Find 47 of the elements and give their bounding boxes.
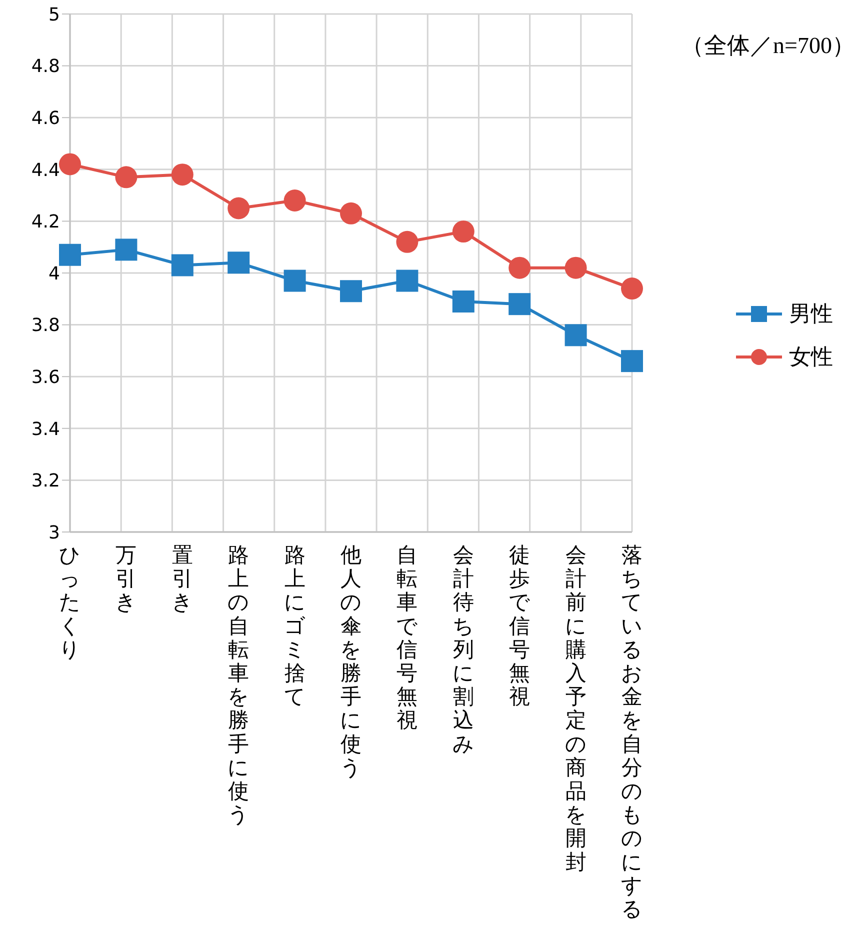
y-tick-label: 3.4 <box>31 418 60 440</box>
y-tick-label: 4.4 <box>31 160 60 181</box>
point <box>284 189 306 212</box>
y-tick-label: 4.8 <box>31 56 60 78</box>
point <box>171 254 194 276</box>
y-tick-label: 3.6 <box>31 366 60 388</box>
y-tick-label: 5 <box>48 4 60 26</box>
category-label: 他人の傘を勝手に使う <box>340 543 362 780</box>
point <box>508 256 531 279</box>
point <box>621 278 643 300</box>
point <box>621 350 643 372</box>
y-tick-label: 3.8 <box>31 315 60 336</box>
point <box>452 220 474 243</box>
y-tick-label: 3 <box>48 522 60 544</box>
x-tick-label: 万引き <box>115 543 138 614</box>
point <box>59 244 81 266</box>
x-tick-label: 自転車で信号無視 <box>396 543 418 732</box>
point <box>452 290 474 312</box>
x-tick-label: 路上にゴミ捨て <box>284 543 306 709</box>
legend-label: 男性 <box>789 300 833 328</box>
point <box>228 197 250 220</box>
x-tick-label: 置引き <box>171 543 194 614</box>
text: （全体／n=700） <box>681 32 855 60</box>
category-label: 路上の自転車を勝手に使う <box>228 543 250 827</box>
y-tick-label: 4.2 <box>31 212 60 233</box>
category-label: 会計待ち列に割込み <box>452 543 474 756</box>
point <box>396 270 418 292</box>
x-tick-label: ひったくり <box>59 543 81 662</box>
x-tick-label: 徒歩で信号無視 <box>508 543 531 709</box>
y-tick-label: 3.2 <box>31 470 60 492</box>
point <box>340 280 362 302</box>
legend-label: 女性 <box>789 344 833 372</box>
point <box>115 238 138 261</box>
point <box>508 293 531 316</box>
point <box>564 324 587 346</box>
point <box>284 270 306 292</box>
y-tick-label: 4.6 <box>31 108 60 129</box>
category-label: 落ちているお金を自分のものにする <box>621 543 643 921</box>
point <box>396 230 418 253</box>
point <box>59 153 81 176</box>
point <box>228 252 250 274</box>
category-label: 会計前に購入予定の商品を開封 <box>564 543 587 874</box>
point <box>564 256 587 279</box>
point <box>171 164 194 186</box>
point <box>340 202 362 224</box>
point <box>115 166 138 188</box>
y-tick-label: 4 <box>48 263 60 284</box>
